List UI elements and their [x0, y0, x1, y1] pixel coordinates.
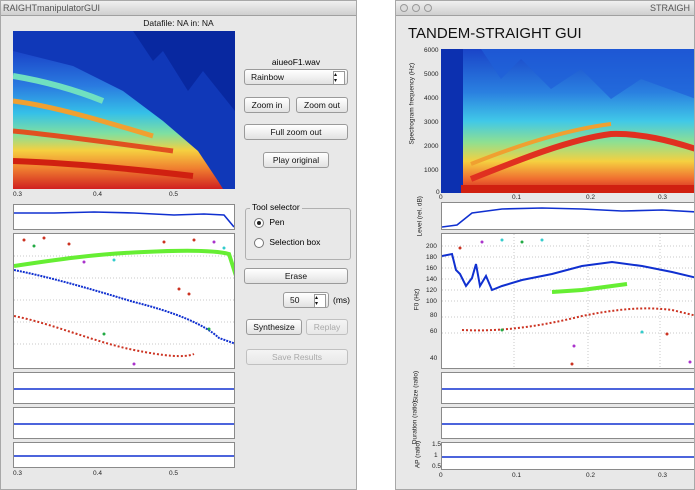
y-tick: 60 — [430, 328, 438, 335]
spectrogram-image — [441, 49, 694, 193]
datafile-label: Datafile: NA in: NA — [143, 18, 214, 28]
x-tick: 0.4 — [93, 191, 103, 198]
size-panel[interactable] — [441, 372, 694, 404]
duration-plot — [442, 423, 694, 425]
x-tick: 0.3 — [658, 194, 668, 201]
y-axis-label: AP (ratio) — [414, 440, 422, 469]
y-tick: 120 — [426, 287, 437, 294]
window-title: STRAIGH — [649, 3, 690, 13]
x-tick: 0.3 — [13, 470, 23, 477]
x-tick: 0.5 — [169, 191, 179, 198]
x-tick: 0.3 — [658, 472, 668, 479]
updown-arrows-icon: ▴ ▾ — [333, 71, 345, 85]
synthesize-button[interactable]: Synthesize — [246, 319, 302, 335]
y-tick: 0.5 — [432, 463, 442, 470]
filename-label: aiueoF1.wav — [271, 57, 321, 67]
full-zoom-out-button[interactable]: Full zoom out — [244, 124, 348, 140]
title-bar: RAIGHTmanipulatorGUI — [1, 1, 356, 16]
y-tick: 1 — [434, 452, 438, 459]
y-tick: 80 — [430, 312, 438, 319]
selection-box-radio[interactable]: Selection box — [254, 237, 320, 248]
ap-plot — [442, 456, 694, 458]
ap-panel[interactable] — [441, 442, 694, 470]
level-panel[interactable] — [13, 204, 235, 230]
y-axis-label: Level (rel. dB) — [416, 196, 424, 237]
x-tick: 0.1 — [512, 472, 522, 479]
ap-plot — [14, 455, 234, 457]
spectrogram-panel[interactable] — [13, 31, 235, 189]
window-title: RAIGHTmanipulatorGUI — [3, 3, 101, 13]
spectrogram-panel[interactable] — [441, 49, 694, 193]
x-tick: 0.2 — [586, 194, 596, 201]
f0-panel[interactable] — [441, 233, 694, 369]
erase-button[interactable]: Erase — [244, 268, 348, 284]
replay-button[interactable]: Replay — [306, 319, 348, 335]
x-tick: 0 — [439, 472, 443, 479]
y-tick: 180 — [426, 254, 437, 261]
y-tick: 100 — [426, 298, 437, 305]
size-plot — [442, 388, 694, 390]
x-tick: 0.5 — [169, 470, 179, 477]
close-icon[interactable] — [400, 4, 408, 12]
x-tick: 0.1 — [512, 194, 522, 201]
y-tick: 200 — [426, 243, 437, 250]
spectrogram-image — [13, 31, 235, 189]
tandem-straight-window: STRAIGH TANDEM-STRAIGHT GUI Spectrogram … — [395, 0, 695, 490]
minimize-icon[interactable] — [412, 4, 420, 12]
y-tick: 140 — [426, 276, 437, 283]
colormap-select[interactable]: Rainbow ▴ ▾ — [244, 69, 348, 85]
y-axis-label: Spectrogram frequency (Hz) — [408, 62, 416, 145]
y-axis-label: F0 (Hz) — [413, 288, 421, 311]
pen-radio[interactable]: Pen — [254, 217, 285, 228]
y-tick: 4000 — [424, 95, 439, 102]
y-tick: 1000 — [424, 167, 439, 174]
app-heading: TANDEM-STRAIGHT GUI — [408, 25, 582, 42]
zoom-in-button[interactable]: Zoom in — [244, 97, 290, 113]
f0-panel[interactable] — [13, 233, 235, 369]
duration-panel[interactable] — [13, 407, 235, 439]
size-plot — [14, 388, 234, 390]
duration-panel[interactable] — [441, 407, 694, 439]
tool-selector-group: Tool selector Pen Selection box — [245, 202, 351, 260]
x-tick: 0.4 — [93, 470, 103, 477]
step-unit: (ms) — [333, 295, 350, 305]
maximize-icon[interactable] — [424, 4, 432, 12]
level-plot — [442, 207, 694, 228]
title-bar: STRAIGH — [396, 1, 694, 16]
f0-plot — [14, 236, 234, 366]
y-tick: 1.5 — [432, 441, 442, 448]
y-tick: 2000 — [424, 143, 439, 150]
y-tick: 0 — [436, 189, 440, 196]
step-stepper[interactable]: 50 ▴ ▾ — [283, 292, 329, 308]
y-tick: 6000 — [424, 47, 439, 54]
y-tick: 160 — [426, 265, 437, 272]
save-results-button[interactable]: Save Results — [246, 349, 348, 365]
updown-arrows-icon: ▴ ▾ — [314, 294, 326, 308]
y-tick: 40 — [430, 355, 438, 362]
size-panel[interactable] — [13, 372, 235, 404]
ap-panel[interactable] — [13, 442, 235, 468]
f0-plot — [442, 234, 694, 368]
x-tick: 0.3 — [13, 191, 23, 198]
level-panel[interactable] — [441, 202, 694, 230]
play-original-button[interactable]: Play original — [263, 152, 329, 168]
level-plot — [14, 211, 234, 228]
duration-plot — [14, 423, 234, 425]
y-tick: 3000 — [424, 119, 439, 126]
zoom-out-button[interactable]: Zoom out — [296, 97, 348, 113]
tool-selector-label: Tool selector — [250, 202, 302, 212]
y-tick: 5000 — [424, 71, 439, 78]
manipulator-window: RAIGHTmanipulatorGUI Datafile: NA in: NA — [0, 0, 357, 490]
x-tick: 0 — [439, 194, 443, 201]
x-tick: 0.2 — [586, 472, 596, 479]
